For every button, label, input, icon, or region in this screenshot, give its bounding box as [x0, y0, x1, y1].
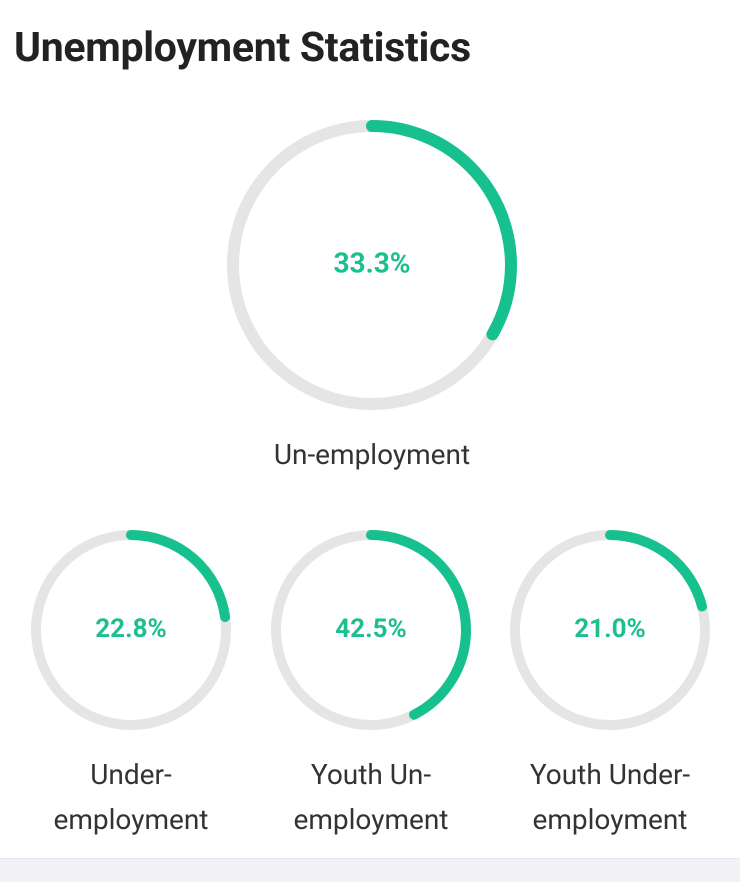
metric-label: Under-employment: [53, 758, 209, 836]
title: Unemployment Statistics: [14, 24, 471, 72]
percent-label: 33.3%: [333, 246, 410, 279]
metric-label: Un-employment: [273, 438, 471, 471]
ring-progress: [271, 530, 471, 730]
footer-bar: [0, 858, 740, 882]
percent-label: 42.5%: [335, 614, 407, 644]
percent-label: 21.0%: [574, 614, 646, 644]
rings: 33.3% 22.8% 42.5% 21.0%: [31, 120, 710, 730]
ring-progress: [510, 530, 710, 730]
percent-label: 22.8%: [95, 614, 167, 644]
metric-label: Youth Un-employment: [293, 758, 449, 836]
metric-label: Youth Under-employment: [529, 758, 691, 836]
ring-progress: [227, 120, 517, 410]
ring-progress: [31, 530, 231, 730]
